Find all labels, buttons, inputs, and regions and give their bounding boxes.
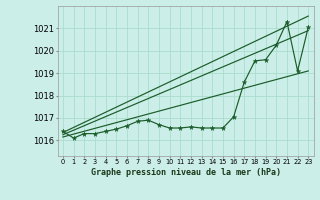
- X-axis label: Graphe pression niveau de la mer (hPa): Graphe pression niveau de la mer (hPa): [91, 168, 281, 177]
